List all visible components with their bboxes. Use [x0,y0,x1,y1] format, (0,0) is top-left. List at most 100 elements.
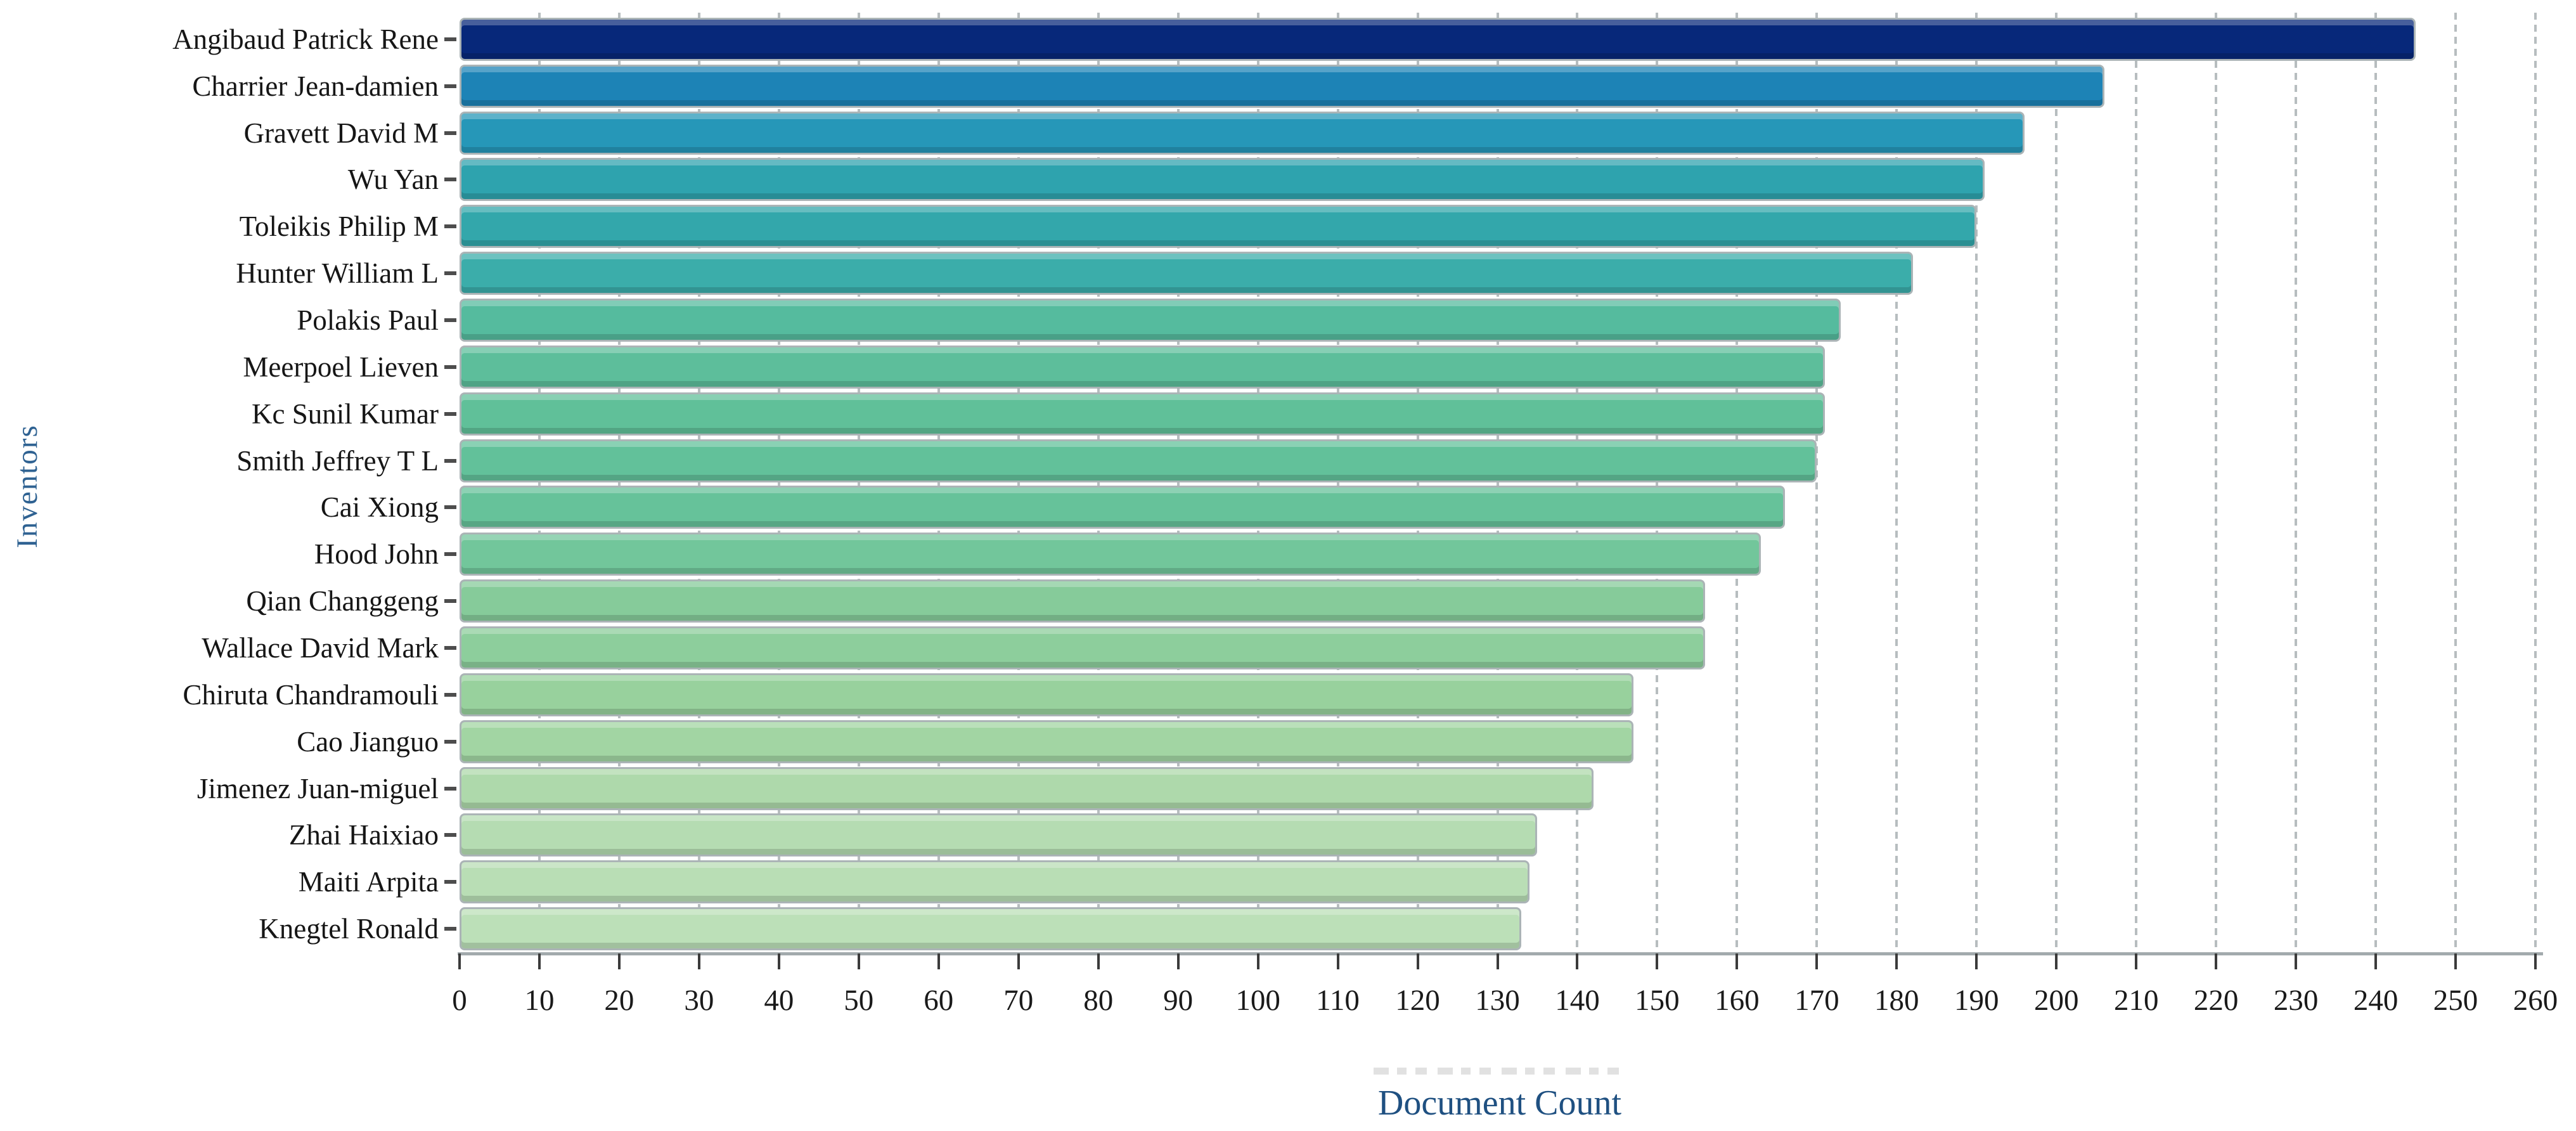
gridline-x-110 [1336,13,1339,952]
x-tick-mark-90 [1176,953,1180,969]
x-tick-mark-10 [538,953,541,969]
gridline-x-90 [1176,13,1180,952]
gridline-x-210 [2135,13,2138,952]
y-tick-mark [444,37,456,41]
bar-jimenez-juan-miguel [460,766,1594,810]
gridline-x-20 [617,13,621,952]
gridline-x-140 [1576,13,1579,952]
x-tick-mark-160 [1736,953,1739,969]
gridline-x-40 [777,13,780,952]
bar-zhai-haixiao [460,813,1538,857]
bar-hunter-william-l [460,252,1913,295]
x-tick-mark-230 [2295,953,2298,969]
gridline-x-190 [1975,13,1978,952]
x-tick-mark-60 [937,953,940,969]
bar-maiti-arpita [460,860,1530,904]
gridline-x-200 [2055,13,2058,952]
x-tick-label-80: 80 [1083,984,1114,1017]
x-tick-mark-220 [2215,953,2218,969]
gridline-x-60 [937,13,940,952]
category-label: Wallace David Mark [202,631,439,664]
category-label: Polakis Paul [297,304,439,337]
y-tick-mark [444,645,456,650]
x-tick-mark-50 [857,953,860,969]
x-tick-label-250: 250 [2433,984,2478,1017]
x-tick-label-210: 210 [2113,984,2159,1017]
x-tick-label-230: 230 [2273,984,2319,1017]
y-tick-mark [444,599,456,604]
bar-cai-xiong [460,486,1785,529]
y-tick-mark [444,318,456,323]
x-tick-label-50: 50 [844,984,874,1017]
category-label: Maiti Arpita [298,866,439,898]
gridline-x-220 [2215,13,2218,952]
y-tick-mark [444,458,456,463]
bar-chiruta-chandramouli [460,673,1633,716]
x-tick-label-70: 70 [1003,984,1034,1017]
y-tick-mark [444,505,456,510]
gridline-x-120 [1416,13,1419,952]
gridline-x-30 [697,13,700,952]
category-label: Angibaud Patrick Rene [172,23,439,55]
x-tick-mark-190 [1975,953,1978,969]
x-tick-label-170: 170 [1794,984,1839,1017]
category-label: Cao Jianguo [297,725,439,758]
bar-smith-jeffrey-t-l [460,439,1817,482]
x-tick-mark-40 [777,953,780,969]
bar-cao-jianguo [460,720,1633,763]
x-tick-label-60: 60 [924,984,954,1017]
x-tick-label-140: 140 [1555,984,1600,1017]
bar-charrier-jean-damien [460,64,2104,108]
y-tick-mark [444,552,456,557]
x-tick-label-130: 130 [1475,984,1520,1017]
x-axis-line [458,952,2543,955]
x-tick-label-30: 30 [684,984,714,1017]
category-label: Toleikis Philip M [239,210,439,243]
x-tick-mark-70 [1017,953,1020,969]
gridline-x-80 [1097,13,1100,952]
category-label: Zhai Haixiao [288,819,439,851]
bar-wu-yan [460,158,1985,202]
bar-toleikis-philip-m [460,205,1977,249]
x-tick-mark-110 [1336,953,1339,969]
category-label: Hunter William L [236,257,439,290]
x-tick-label-120: 120 [1395,984,1440,1017]
y-tick-mark [444,178,456,182]
category-label: Wu Yan [347,164,439,196]
bar-knegtel-ronald [460,907,1522,951]
x-tick-label-0: 0 [452,984,467,1017]
category-label: Gravett David M [243,117,439,149]
y-tick-mark [444,833,456,837]
gridline-x-180 [1895,13,1898,952]
x-tick-label-180: 180 [1874,984,1919,1017]
y-tick-mark [444,411,456,416]
gridline-x-250 [2454,13,2457,952]
y-tick-mark [444,84,456,88]
x-tick-mark-240 [2374,953,2378,969]
x-tick-mark-80 [1097,953,1100,969]
x-tick-mark-100 [1256,953,1259,969]
bar-polakis-paul [460,299,1841,342]
y-tick-mark [444,786,456,791]
gridline-x-240 [2374,13,2378,952]
category-label: Meerpoel Lieven [243,351,439,383]
bar-gravett-david-m [460,111,2025,155]
x-tick-mark-30 [697,953,700,969]
y-tick-mark [444,927,456,931]
x-tick-label-160: 160 [1715,984,1760,1017]
category-label: Knegtel Ronald [259,913,439,945]
x-tick-label-40: 40 [764,984,794,1017]
category-label: Cai Xiong [320,491,439,524]
x-tick-mark-260 [2534,953,2537,969]
x-tick-mark-170 [1815,953,1819,969]
category-label: Charrier Jean-damien [192,70,439,102]
x-tick-mark-150 [1656,953,1659,969]
x-tick-label-220: 220 [2193,984,2239,1017]
gridline-x-70 [1017,13,1020,952]
bar-wallace-david-mark [460,626,1705,669]
bar-angibaud-patrick-rene [460,17,2416,61]
bar-qian-changgeng [460,579,1705,623]
x-tick-label-100: 100 [1235,984,1280,1017]
gridline-x-160 [1736,13,1739,952]
